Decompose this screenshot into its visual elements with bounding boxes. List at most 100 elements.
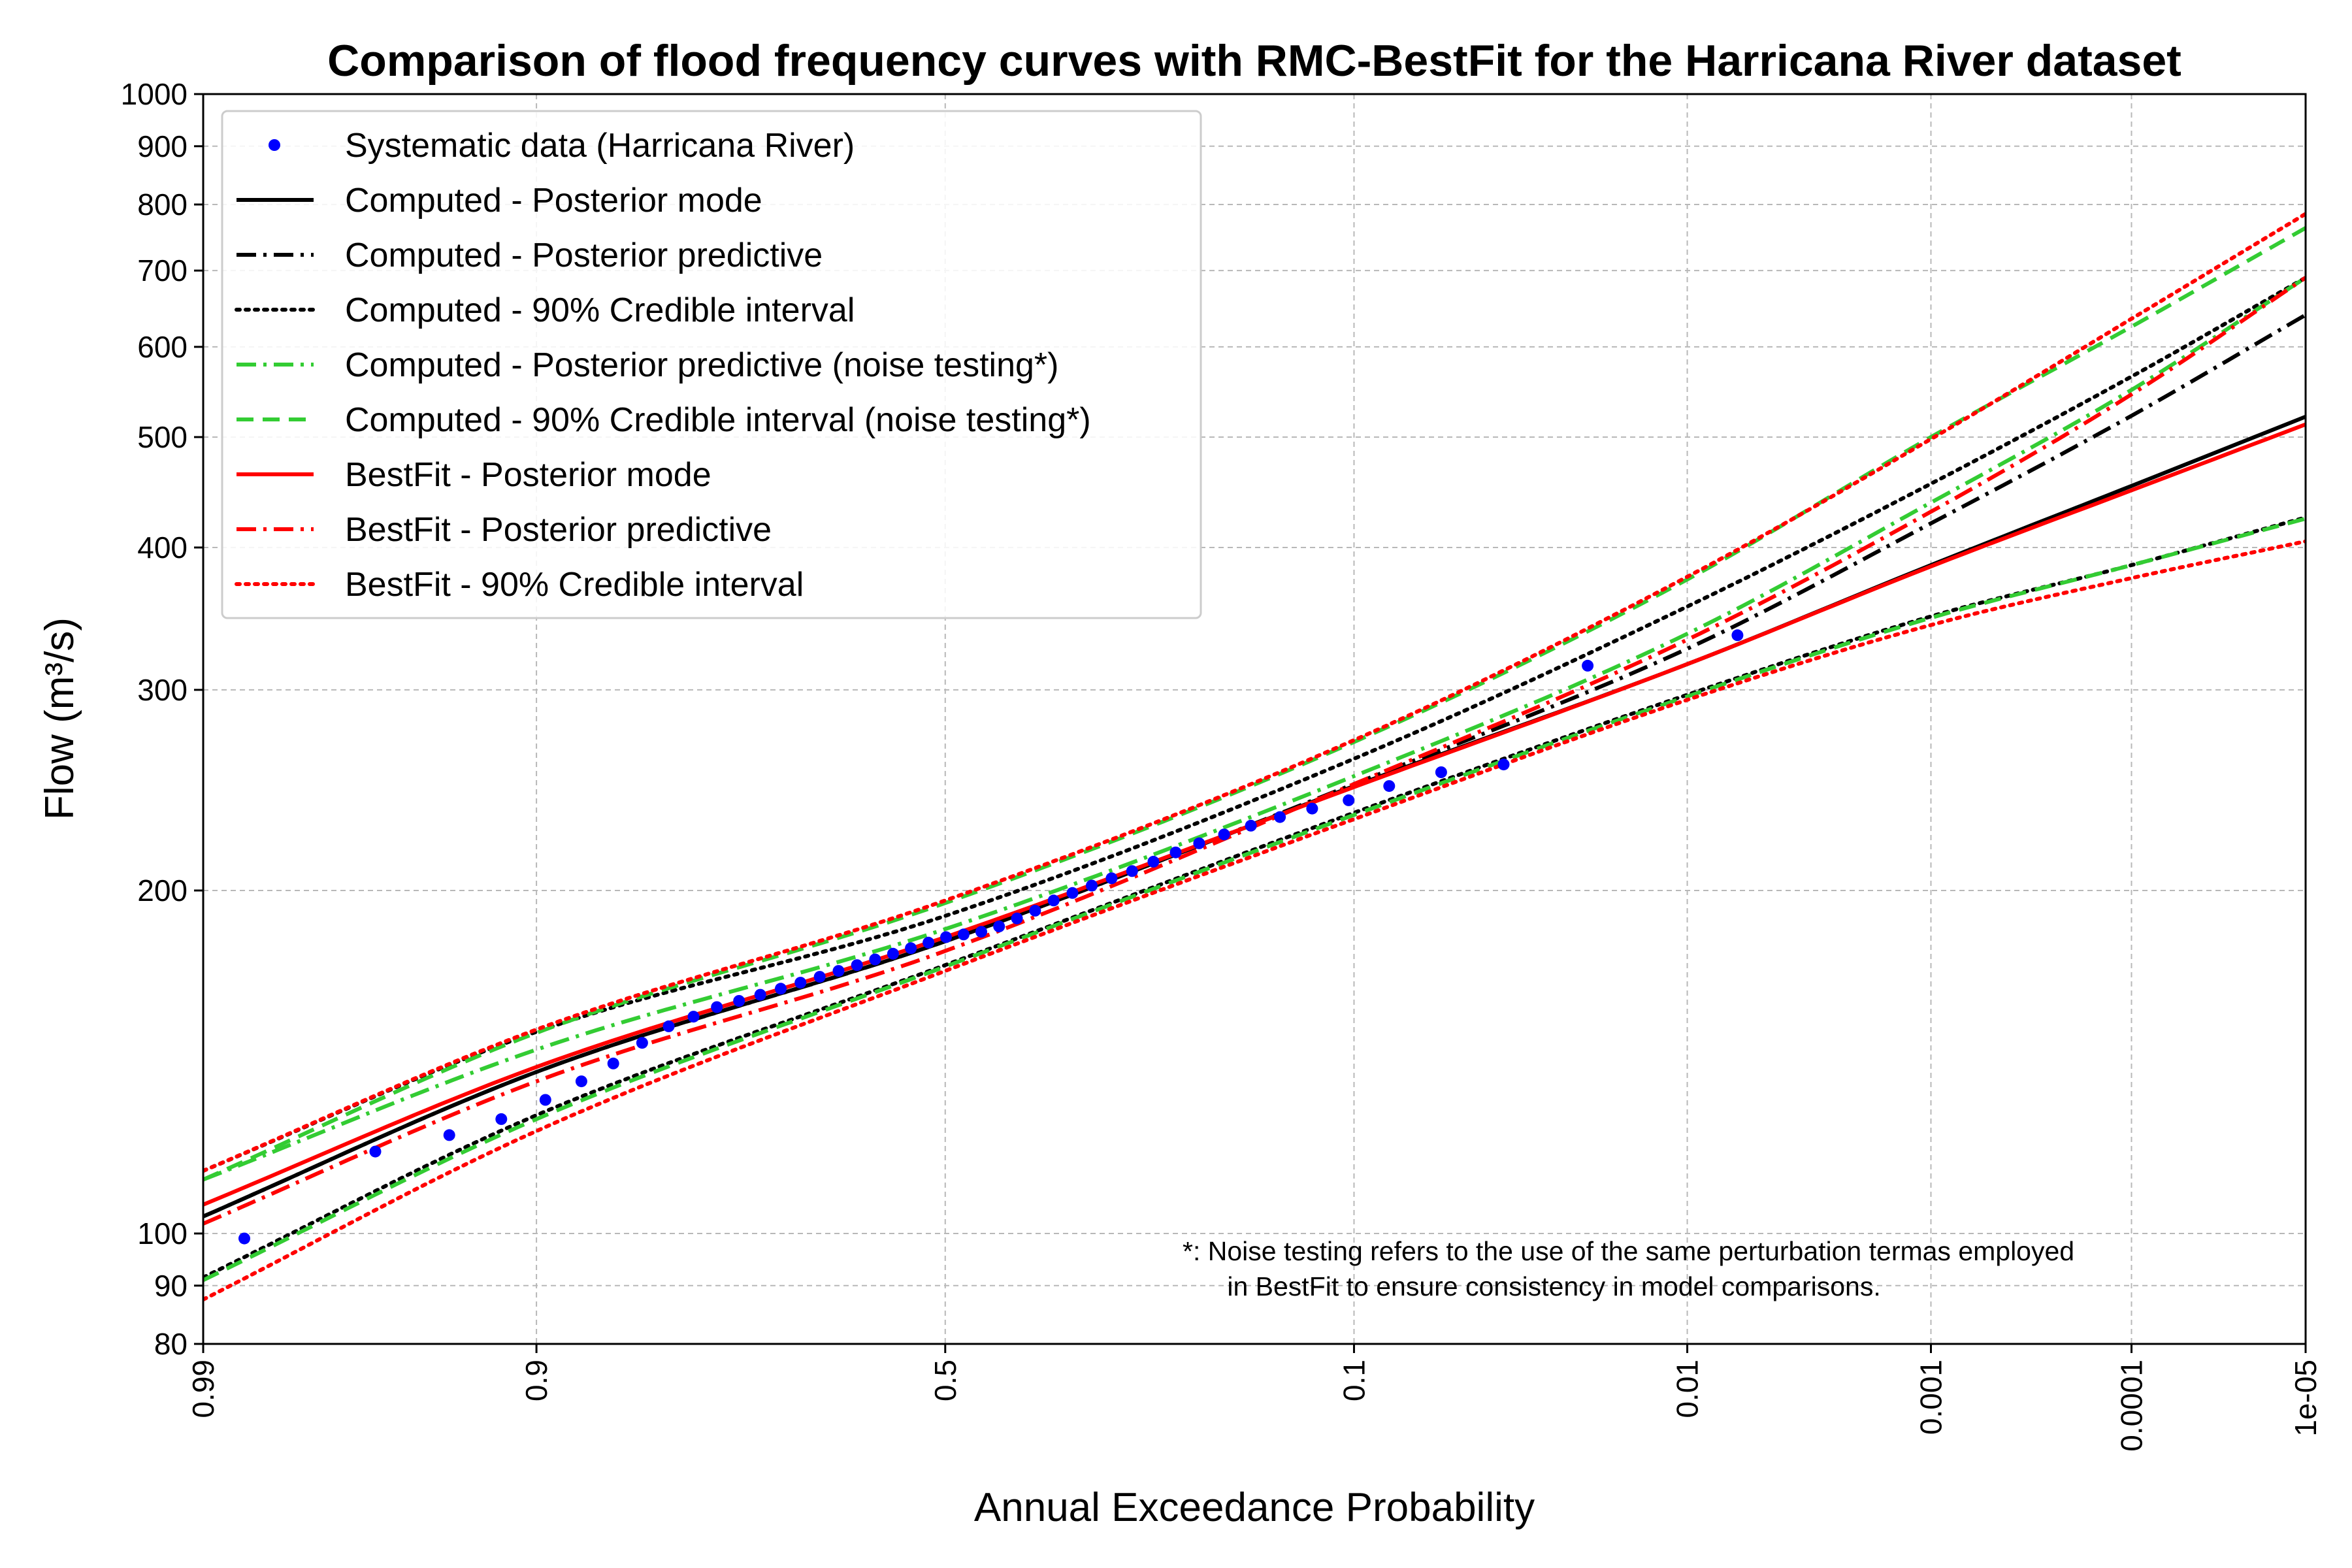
data-point: [1582, 659, 1594, 672]
data-point: [851, 959, 863, 972]
plot-area-frame: [202, 93, 2307, 1345]
y-tick-label: 800: [137, 188, 188, 221]
data-point: [238, 1232, 250, 1245]
data-point: [775, 983, 787, 995]
data-point: [1435, 766, 1447, 778]
data-point: [1306, 802, 1318, 815]
data-point: [1193, 837, 1205, 849]
legend-label: Computed - Posterior predictive (noise t…: [345, 346, 1058, 384]
data-point: [687, 1011, 700, 1023]
data-point: [443, 1129, 455, 1141]
x-tick-label: 0.01: [1671, 1360, 1705, 1418]
x-tick-label: 0.0001: [2114, 1360, 2148, 1452]
data-point: [369, 1145, 382, 1158]
series-line-computed-90-credible-interval-noise-testing: [203, 226, 2306, 1182]
x-tick-label: 0.001: [1914, 1360, 1948, 1435]
legend-label: Computed - 90% Credible interval: [345, 291, 855, 329]
legend-item-computed-posterior-mode: Computed - Posterior mode: [237, 182, 762, 220]
data-point: [1383, 780, 1396, 792]
data-point: [1497, 759, 1510, 771]
legend-label: BestFit - Posterior predictive: [345, 511, 772, 549]
y-tick-label: 90: [154, 1269, 188, 1303]
data-points: [238, 629, 1744, 1245]
data-point: [869, 953, 881, 966]
data-point: [1245, 819, 1257, 832]
x-tick-label: 0.9: [519, 1360, 553, 1401]
legend-swatch-marker: [269, 139, 280, 151]
y-tick-label: 1000: [121, 77, 188, 111]
legend-label: Computed - 90% Credible interval (noise …: [345, 401, 1091, 439]
y-tick-label: 700: [137, 253, 188, 287]
data-point: [662, 1020, 675, 1032]
y-tick-label: 200: [137, 874, 188, 907]
data-point: [1343, 794, 1355, 806]
legend-item-bestfit-posterior-mode: BestFit - Posterior mode: [237, 456, 711, 494]
y-tick-label: 400: [137, 531, 188, 564]
data-point: [905, 942, 917, 955]
data-point: [1218, 828, 1230, 841]
legend-item-computed-90-credible-interval-noise-testing: Computed - 90% Credible interval (noise …: [237, 401, 1091, 439]
data-point: [794, 977, 807, 989]
data-point: [1011, 912, 1023, 924]
data-point: [940, 931, 952, 943]
data-point: [1147, 855, 1160, 868]
data-point: [975, 926, 987, 938]
legend-label: Systematic data (Harricana River): [345, 127, 855, 165]
series-line-computed-posterior-predictive-noise-testing: [203, 276, 2306, 1182]
data-point: [495, 1113, 508, 1125]
data-point: [575, 1075, 587, 1088]
legend: Systematic data (Harricana River) Compute…: [221, 110, 1202, 619]
legend-label: Computed - Posterior mode: [345, 182, 762, 220]
data-point: [1169, 846, 1182, 858]
noise-testing-note: *: Noise testing refers to the use of th…: [1183, 1236, 2074, 1301]
data-point: [733, 995, 745, 1007]
series-curves: [203, 212, 2306, 1302]
x-axis-label: Annual Exceedance Probability: [974, 1485, 1535, 1530]
legend-label: BestFit - Posterior mode: [345, 456, 711, 494]
data-point: [636, 1037, 648, 1049]
data-point: [711, 1001, 723, 1013]
data-point: [754, 988, 766, 1001]
legend-item-computed-posterior-predictive-noise-testing: Computed - Posterior predictive (noise t…: [237, 346, 1058, 384]
legend-item-bestfit-posterior-predictive: BestFit - Posterior predictive: [237, 511, 772, 549]
data-point: [832, 965, 845, 977]
x-tick-label: 0.1: [1337, 1360, 1371, 1401]
data-point: [1047, 894, 1060, 907]
y-tick-label: 80: [154, 1327, 188, 1361]
x-axis-ticks: 0.99 0.9 0.5 0.1 0.01 0.001 0.0001 1e-05: [186, 1344, 2323, 1452]
chart-title: Comparison of flood frequency curves wit…: [327, 36, 2181, 86]
legend-item-systematic-data-harricana-river: Systematic data (Harricana River): [269, 127, 855, 165]
legend-label: BestFit - 90% Credible interval: [345, 566, 804, 604]
legend-item-computed-90-credible-interval: Computed - 90% Credible interval: [235, 291, 855, 329]
data-point: [923, 936, 935, 949]
data-point: [607, 1057, 619, 1070]
data-point: [1731, 629, 1744, 642]
legend-item-bestfit-90-credible-interval: BestFit - 90% Credible interval: [235, 566, 804, 604]
data-point: [1086, 879, 1098, 892]
data-point: [1274, 811, 1286, 823]
y-tick-label: 500: [137, 420, 188, 454]
data-point: [1029, 904, 1041, 917]
x-tick-label: 1e-05: [2289, 1360, 2323, 1437]
y-tick-label: 100: [137, 1217, 188, 1250]
legend-label: Computed - Posterior predictive: [345, 237, 823, 274]
legend-box: [221, 110, 1202, 619]
data-point: [539, 1094, 551, 1106]
series-line-computed-90-credible-interval-noise-testing: [203, 516, 2306, 1282]
legend-item-computed-posterior-predictive: Computed - Posterior predictive: [237, 237, 823, 274]
x-tick-label: 0.5: [928, 1360, 962, 1401]
series-line-bestfit-90-credible-interval: [203, 539, 2306, 1302]
data-point: [887, 947, 899, 960]
y-tick-label: 600: [137, 330, 188, 364]
note-line: *: Noise testing refers to the use of th…: [1183, 1236, 2074, 1266]
y-tick-label: 300: [137, 673, 188, 707]
y-axis-label: Flow (m³/s): [37, 617, 82, 820]
data-point: [957, 928, 970, 941]
data-point: [1126, 865, 1138, 877]
note-line: in BestFit to ensure consistency in mode…: [1183, 1271, 1881, 1301]
y-axis-ticks: 80 90 100 200 300 400 500 600 700 800 900 1000: [121, 77, 203, 1361]
data-point: [1066, 887, 1079, 899]
data-point: [1105, 872, 1118, 885]
data-point: [813, 971, 826, 983]
y-tick-label: 900: [137, 129, 188, 163]
